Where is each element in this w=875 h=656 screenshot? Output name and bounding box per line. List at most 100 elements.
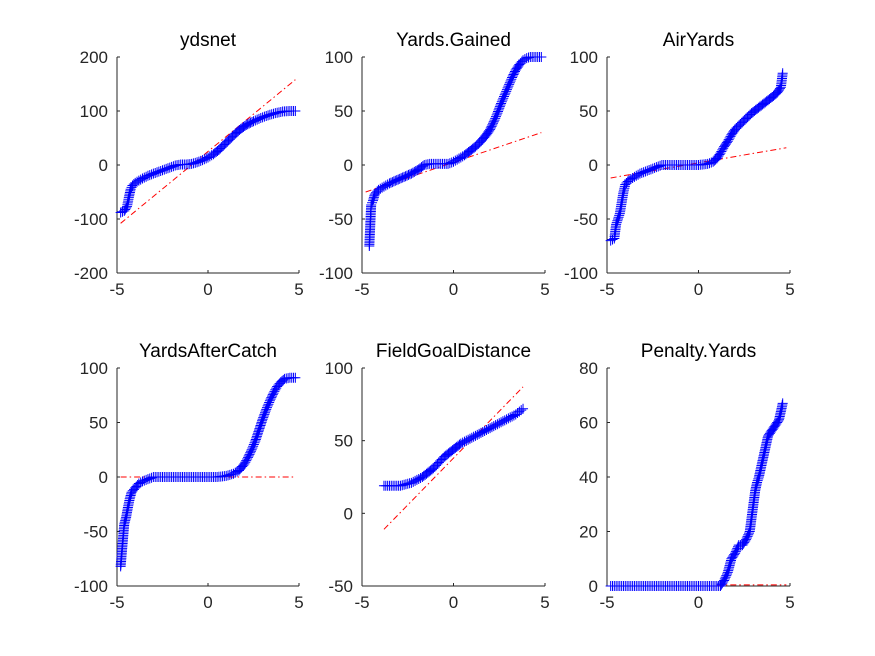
subplot-title: Penalty.Yards — [641, 341, 756, 362]
data-point — [773, 86, 784, 97]
data-points — [364, 52, 547, 251]
data-point — [290, 372, 301, 383]
data-point — [716, 579, 727, 590]
data-point — [518, 403, 529, 414]
y-tick-label: 60 — [579, 414, 598, 433]
data-point — [763, 429, 774, 440]
x-tick-label: -5 — [599, 593, 614, 612]
data-point — [215, 143, 226, 154]
data-point — [738, 116, 749, 127]
y-tick-label: 100 — [325, 359, 353, 378]
data-point — [730, 124, 741, 135]
subplot-title: YardsAfterCatch — [139, 341, 277, 362]
data-point — [727, 552, 738, 563]
y-tick-label: 100 — [80, 102, 108, 121]
data-point — [772, 87, 783, 98]
y-tick-label: -100 — [564, 264, 598, 283]
y-tick-label: 0 — [589, 577, 598, 596]
data-point — [511, 63, 522, 74]
y-tick-label: 50 — [334, 432, 353, 451]
data-point — [216, 142, 227, 153]
data-point — [738, 538, 749, 549]
x-tick-label: -5 — [354, 593, 369, 612]
y-tick-label: 50 — [89, 414, 108, 433]
data-point — [733, 541, 744, 552]
data-point — [483, 127, 494, 138]
reference-line — [120, 79, 296, 224]
data-points — [378, 403, 529, 491]
x-tick-label: 0 — [203, 593, 212, 612]
data-point — [226, 132, 237, 143]
y-tick-label: 20 — [579, 523, 598, 542]
x-tick-label: 5 — [785, 280, 794, 299]
data-point — [763, 431, 774, 442]
x-tick-label: 0 — [694, 280, 703, 299]
data-points — [605, 398, 788, 591]
data-point — [734, 120, 745, 131]
data-point — [742, 112, 753, 123]
data-point — [739, 114, 750, 125]
data-point — [223, 135, 234, 146]
data-point — [770, 420, 781, 431]
data-point — [277, 376, 288, 387]
data-point — [713, 150, 724, 161]
data-point — [220, 138, 231, 149]
data-point — [218, 140, 229, 151]
data-point — [224, 134, 235, 145]
y-tick-label: -100 — [319, 264, 353, 283]
data-point — [239, 120, 250, 131]
y-tick-label: -50 — [83, 523, 108, 542]
data-point — [736, 117, 747, 128]
data-point — [219, 139, 230, 150]
data-point — [726, 553, 737, 564]
x-tick-label: 0 — [449, 280, 458, 299]
data-point — [516, 405, 527, 416]
data-point — [774, 84, 785, 95]
x-tick-label: 0 — [694, 593, 703, 612]
x-tick-label: 5 — [785, 593, 794, 612]
data-point — [426, 464, 437, 475]
data-point — [768, 422, 779, 433]
y-tick-label: 200 — [80, 48, 108, 67]
x-tick-label: 0 — [449, 593, 458, 612]
data-point — [727, 128, 738, 139]
data-point — [717, 578, 728, 589]
y-tick-label: 0 — [589, 156, 598, 175]
y-tick-label: 0 — [99, 468, 108, 487]
x-tick-label: -5 — [354, 280, 369, 299]
y-tick-label: 50 — [579, 102, 598, 121]
data-points — [605, 68, 788, 246]
y-tick-label: 100 — [570, 48, 598, 67]
y-tick-label: 0 — [99, 156, 108, 175]
x-tick-label: -5 — [599, 280, 614, 299]
data-point — [726, 129, 737, 140]
data-point — [473, 138, 484, 149]
y-tick-label: 40 — [579, 468, 598, 487]
data-point — [777, 68, 788, 79]
data-point — [741, 113, 752, 124]
data-point — [536, 52, 547, 62]
x-tick-label: -5 — [109, 280, 124, 299]
data-point — [366, 199, 377, 210]
data-point — [432, 458, 443, 469]
data-point — [764, 428, 775, 439]
data-point — [728, 551, 739, 562]
data-point — [510, 64, 521, 75]
x-tick-label: 5 — [294, 280, 303, 299]
data-point — [766, 425, 777, 436]
data-point — [720, 138, 731, 149]
data-point — [471, 140, 482, 151]
y-tick-label: 0 — [344, 504, 353, 523]
x-tick-label: 5 — [540, 280, 549, 299]
data-point — [769, 421, 780, 432]
data-point — [227, 131, 238, 142]
subplot-title: FieldGoalDistance — [376, 341, 531, 362]
data-point — [739, 537, 750, 548]
x-tick-label: -5 — [109, 593, 124, 612]
